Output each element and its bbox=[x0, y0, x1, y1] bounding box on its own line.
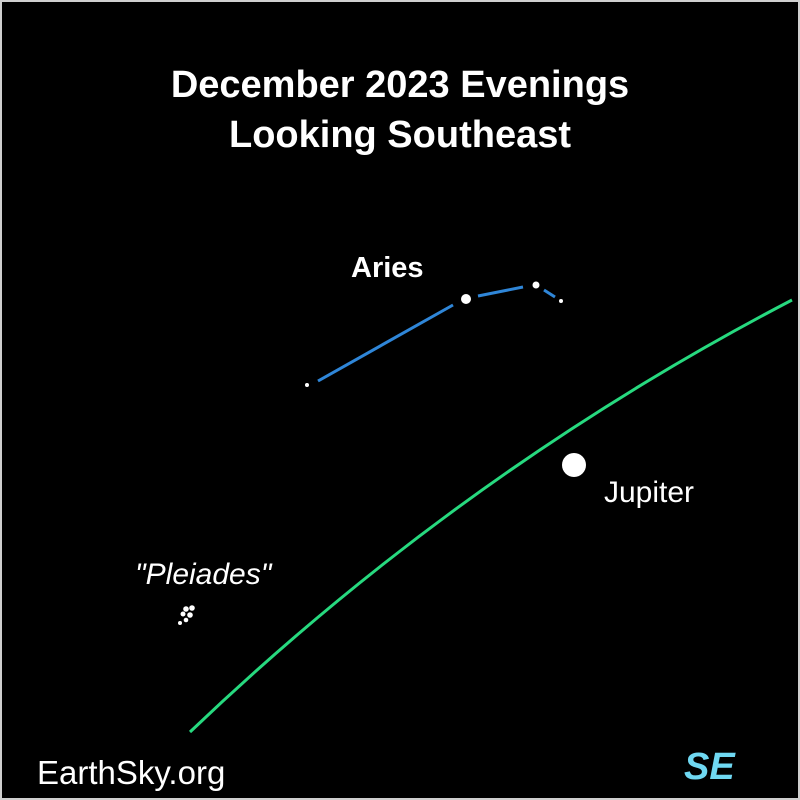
jupiter-label: Jupiter bbox=[604, 476, 695, 509]
pleiades-star bbox=[189, 605, 195, 611]
title-line-1: December 2023 Evenings bbox=[170, 64, 630, 106]
star-botein bbox=[559, 299, 563, 303]
pleiades-star bbox=[180, 611, 186, 617]
pleiades-star bbox=[183, 617, 189, 623]
aries-constellation bbox=[305, 281, 563, 387]
ecliptic-line bbox=[188, 298, 793, 734]
aries-label: Aries bbox=[351, 252, 424, 284]
pleiades-label: "Pleiades" bbox=[135, 558, 272, 591]
star-mesarthim bbox=[305, 383, 309, 387]
pleiades-star bbox=[183, 606, 189, 612]
title-line-2: Looking Southeast bbox=[229, 114, 571, 156]
aries-line-1 bbox=[317, 303, 454, 383]
pleiades-cluster bbox=[178, 605, 195, 625]
aries-line-2 bbox=[477, 285, 524, 298]
chart-title: December 2023 Evenings Looking Southeast bbox=[2, 60, 798, 160]
direction-label: SE bbox=[684, 746, 735, 788]
pleiades-star bbox=[187, 612, 193, 618]
pleiades-star bbox=[178, 621, 182, 625]
star-sheratan bbox=[532, 281, 540, 289]
jupiter-planet bbox=[562, 453, 586, 477]
credit-label: EarthSky.org bbox=[37, 754, 226, 791]
aries-line-3 bbox=[543, 288, 556, 299]
star-hamal bbox=[461, 294, 471, 304]
